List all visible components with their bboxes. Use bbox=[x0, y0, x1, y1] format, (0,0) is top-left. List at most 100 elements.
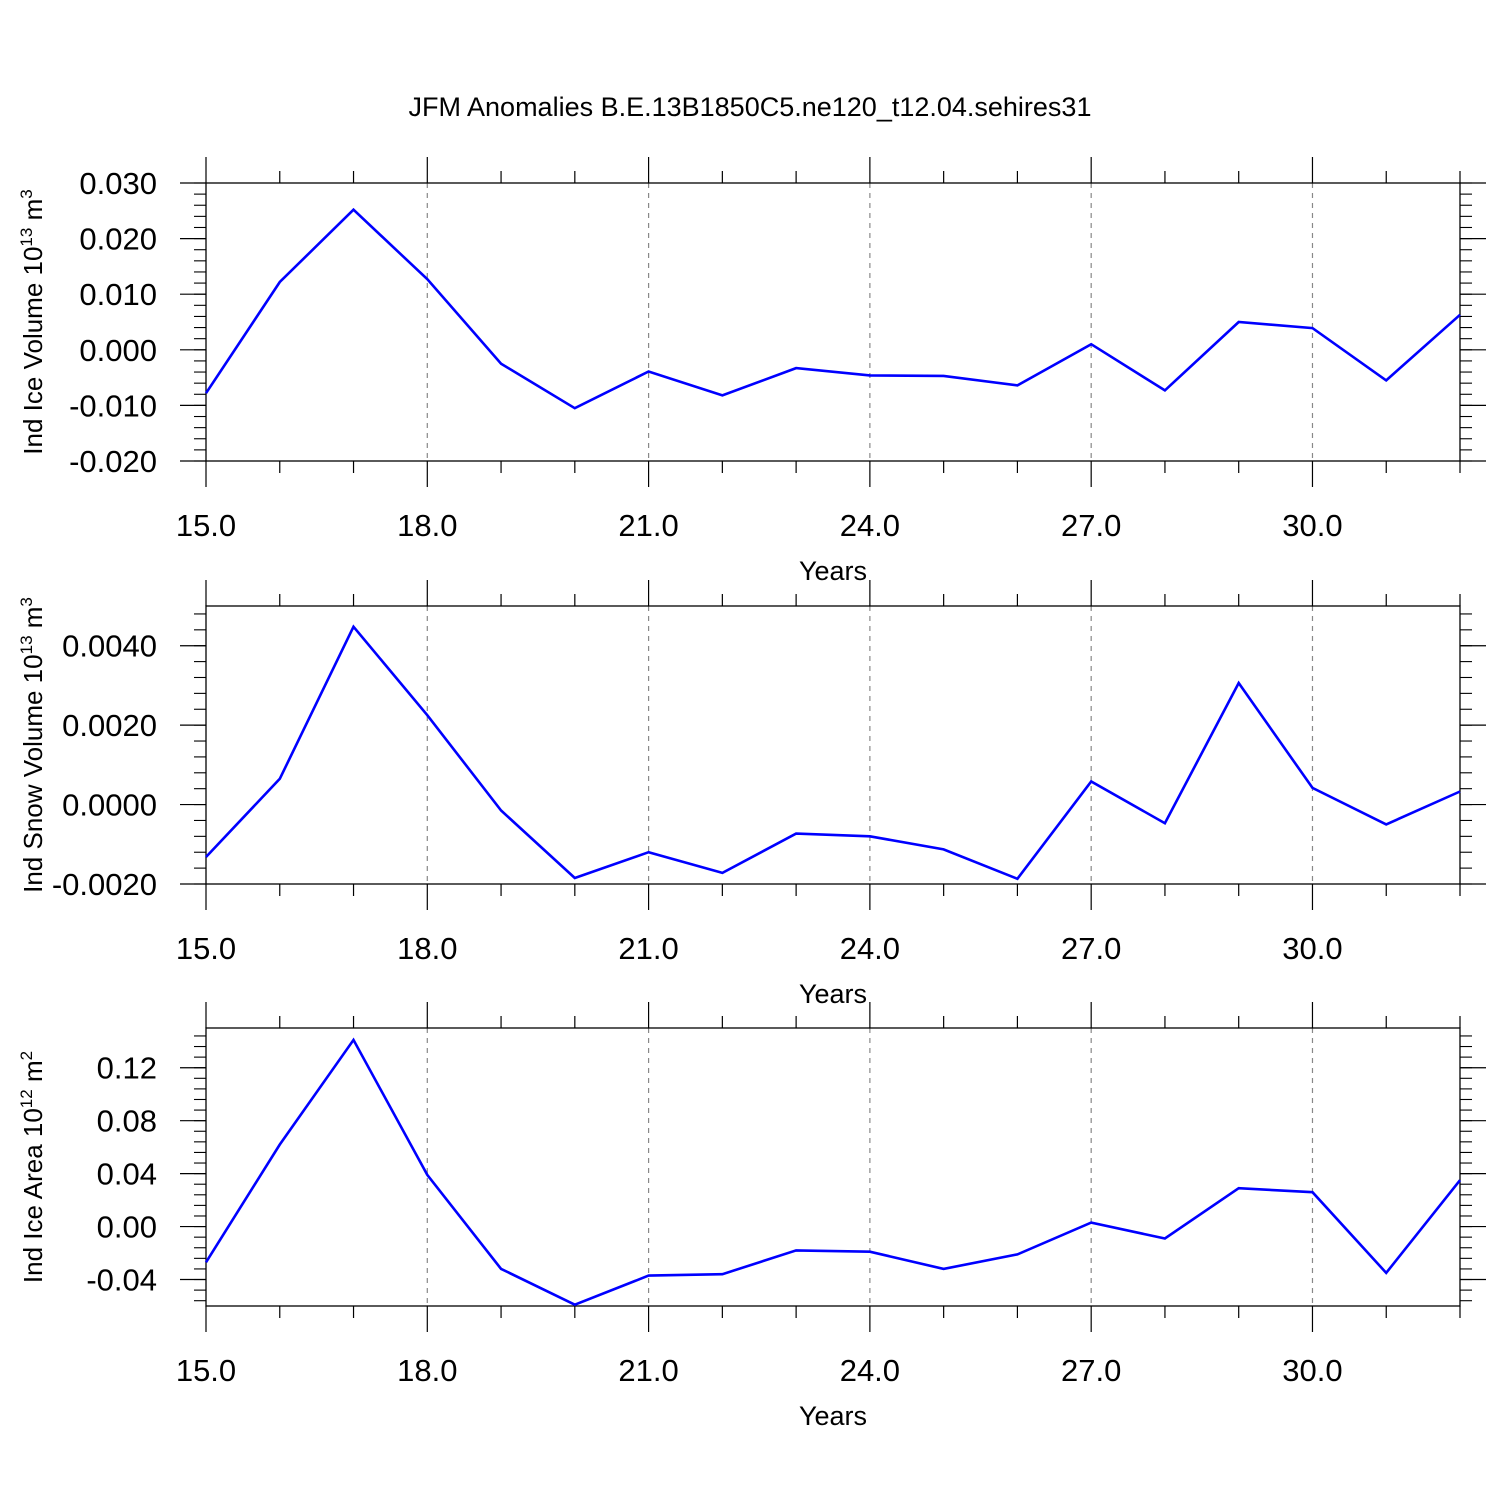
data-point bbox=[352, 1038, 356, 1042]
x-tick-label: 18.0 bbox=[397, 1353, 457, 1388]
data-point bbox=[794, 832, 798, 836]
y-tick-label: 0.12 bbox=[97, 1051, 157, 1086]
data-point bbox=[1384, 1271, 1388, 1275]
data-point bbox=[352, 208, 356, 212]
data-point bbox=[1015, 1252, 1019, 1256]
y-tick-label: 0.000 bbox=[79, 333, 157, 368]
panel-ice-area: -0.04 0.00 0.04 0.08 0.12 15.0 18.0 21.0 24.0 27.… bbox=[17, 1002, 1486, 1431]
series-line bbox=[204, 1037, 1462, 1307]
y-tick-label: 0.08 bbox=[97, 1104, 157, 1139]
y-axis-label: Ind Ice Area 1012 m2 bbox=[17, 1051, 48, 1283]
x-tick-label: 15.0 bbox=[176, 508, 236, 543]
y-tick-label: 0.0000 bbox=[62, 788, 157, 823]
y-axis-label: Ind Ice Volume 1013 m3 bbox=[17, 189, 48, 454]
data-point bbox=[1237, 681, 1241, 685]
x-tick-label: 24.0 bbox=[840, 508, 900, 543]
data-point bbox=[868, 834, 872, 838]
x-tick-label: 30.0 bbox=[1282, 508, 1342, 543]
data-point bbox=[573, 406, 577, 410]
x-tick-label: 27.0 bbox=[1061, 1353, 1121, 1388]
data-point bbox=[1458, 313, 1462, 317]
data-point bbox=[1384, 378, 1388, 382]
x-tick-label: 24.0 bbox=[840, 931, 900, 966]
panel-ice-volume: -0.020 -0.010 0.000 0.010 0.020 0.030 15.0 18.0… bbox=[17, 157, 1486, 586]
x-tick-label: 18.0 bbox=[397, 508, 457, 543]
x-tick-label: 30.0 bbox=[1282, 931, 1342, 966]
data-point bbox=[1237, 320, 1241, 324]
x-tick-label: 15.0 bbox=[176, 931, 236, 966]
y-tick-label: 0.0040 bbox=[62, 629, 157, 664]
x-tick-label: 15.0 bbox=[176, 1353, 236, 1388]
data-point bbox=[573, 1303, 577, 1307]
data-point bbox=[499, 809, 503, 813]
data-point bbox=[868, 373, 872, 377]
x-tick-label: 21.0 bbox=[618, 931, 678, 966]
data-point bbox=[647, 850, 651, 854]
data-point bbox=[425, 713, 429, 717]
x-tick-label: 27.0 bbox=[1061, 508, 1121, 543]
series-line bbox=[204, 207, 1461, 410]
data-point bbox=[720, 871, 724, 875]
data-point bbox=[1458, 789, 1462, 793]
data-point bbox=[278, 1142, 282, 1146]
data-point bbox=[1310, 326, 1314, 330]
y-tick-label: 0.04 bbox=[97, 1157, 157, 1192]
data-point bbox=[720, 393, 724, 397]
data-point bbox=[425, 277, 429, 281]
series-line bbox=[205, 624, 1461, 881]
data-point bbox=[868, 1250, 872, 1254]
figure-title: JFM Anomalies B.E.13B1850C5.ne120_t12.04… bbox=[408, 92, 1092, 122]
data-point bbox=[1089, 1221, 1093, 1225]
x-tick-label: 18.0 bbox=[397, 931, 457, 966]
y-tick-label: 0.020 bbox=[79, 222, 157, 257]
data-point bbox=[425, 1173, 429, 1177]
panel-snow-volume: -0.0020 0.0000 0.0020 0.0040 15.0 18.0 21.0 24.… bbox=[17, 580, 1486, 1009]
data-point bbox=[647, 1274, 651, 1278]
y-axis-label: Ind Snow Volume 1013 m3 bbox=[17, 597, 48, 893]
data-point bbox=[278, 777, 282, 781]
x-axis-label: Years bbox=[799, 979, 867, 1009]
y-tick-label: 0.00 bbox=[97, 1210, 157, 1245]
data-point bbox=[1310, 786, 1314, 790]
x-axis-label: Years bbox=[799, 1401, 867, 1431]
data-point bbox=[573, 876, 577, 880]
y-tick-label: -0.0020 bbox=[52, 867, 157, 902]
data-point bbox=[499, 362, 503, 366]
data-point bbox=[1163, 388, 1167, 392]
y-tick-label: 0.0020 bbox=[62, 708, 157, 743]
y-tick-label: 0.030 bbox=[79, 166, 157, 201]
data-point bbox=[352, 625, 356, 629]
data-point bbox=[1163, 1236, 1167, 1240]
x-tick-label: 24.0 bbox=[840, 1353, 900, 1388]
y-tick-label: -0.04 bbox=[86, 1263, 157, 1298]
data-point bbox=[1089, 342, 1093, 346]
plot-frame bbox=[205, 605, 1461, 885]
data-point bbox=[1163, 821, 1167, 825]
data-point bbox=[1015, 383, 1019, 387]
y-tick-label: -0.020 bbox=[69, 444, 157, 479]
data-point bbox=[794, 366, 798, 370]
data-point bbox=[1237, 1186, 1241, 1190]
data-point bbox=[647, 369, 651, 373]
x-tick-label: 30.0 bbox=[1282, 1353, 1342, 1388]
data-point bbox=[720, 1272, 724, 1276]
data-point bbox=[204, 1260, 208, 1264]
data-point bbox=[1015, 877, 1019, 881]
data-point bbox=[942, 1267, 946, 1271]
x-tick-label: 21.0 bbox=[618, 508, 678, 543]
data-point bbox=[1384, 822, 1388, 826]
x-tick-label: 27.0 bbox=[1061, 931, 1121, 966]
data-point bbox=[1310, 1190, 1314, 1194]
data-point bbox=[1089, 780, 1093, 784]
data-point bbox=[499, 1267, 503, 1271]
data-point bbox=[204, 855, 208, 859]
data-point bbox=[278, 280, 282, 284]
x-tick-label: 21.0 bbox=[618, 1353, 678, 1388]
y-tick-label: 0.010 bbox=[79, 277, 157, 312]
data-point bbox=[794, 1248, 798, 1252]
data-point bbox=[942, 847, 946, 851]
y-tick-label: -0.010 bbox=[69, 388, 157, 423]
plot-frame bbox=[205, 1027, 1461, 1307]
plot-frame bbox=[205, 182, 1461, 462]
